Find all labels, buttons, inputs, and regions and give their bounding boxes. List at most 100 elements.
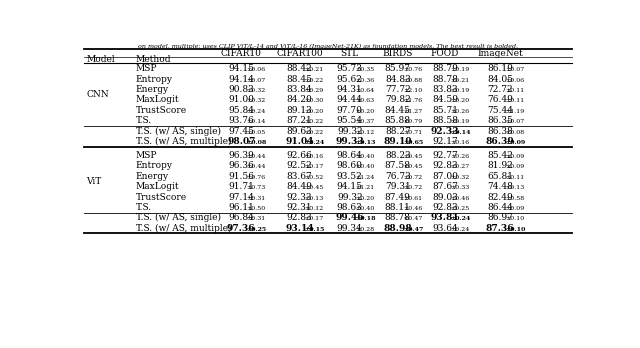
Text: 99.33: 99.33 <box>335 137 364 146</box>
Text: ±0.08: ±0.08 <box>246 140 267 145</box>
Text: ±0.09: ±0.09 <box>505 154 524 159</box>
Text: ±0.22: ±0.22 <box>305 78 324 82</box>
Text: TrustScore: TrustScore <box>136 106 187 115</box>
Text: 75.44: 75.44 <box>487 106 513 115</box>
Text: 92.17: 92.17 <box>432 137 458 146</box>
Text: 86.44: 86.44 <box>487 203 513 212</box>
Text: ±0.16: ±0.16 <box>305 154 324 159</box>
Text: 89.13: 89.13 <box>287 106 312 115</box>
Text: ±0.09: ±0.09 <box>505 164 524 169</box>
Text: ±0.06: ±0.06 <box>246 67 266 72</box>
Text: ±0.24: ±0.24 <box>450 216 470 221</box>
Text: 89.63: 89.63 <box>287 127 312 136</box>
Text: ±0.19: ±0.19 <box>450 119 470 124</box>
Text: ±1.19: ±1.19 <box>505 109 524 114</box>
Text: ±0.61: ±0.61 <box>403 196 422 200</box>
Text: MaxLogit: MaxLogit <box>136 182 179 191</box>
Text: 94.15: 94.15 <box>337 182 363 191</box>
Text: 90.83: 90.83 <box>228 85 254 94</box>
Text: ±0.47: ±0.47 <box>403 216 422 221</box>
Text: 87.67: 87.67 <box>432 182 458 191</box>
Text: Model: Model <box>86 55 115 64</box>
Text: 94.15: 94.15 <box>228 64 254 73</box>
Text: T.S. (w/ AS, single): T.S. (w/ AS, single) <box>136 213 221 222</box>
Text: ±1.76: ±1.76 <box>403 98 422 103</box>
Text: 95.62: 95.62 <box>337 74 363 84</box>
Text: 93.76: 93.76 <box>228 116 254 125</box>
Text: 99.32: 99.32 <box>337 192 362 201</box>
Text: ±0.24: ±0.24 <box>305 140 324 145</box>
Text: ±1.21: ±1.21 <box>355 185 374 190</box>
Text: 88.78: 88.78 <box>385 213 411 222</box>
Text: 96.84: 96.84 <box>228 213 254 222</box>
Text: 91.56: 91.56 <box>228 172 254 181</box>
Text: ±0.24: ±0.24 <box>246 109 266 114</box>
Text: BIRDS: BIRDS <box>383 49 413 58</box>
Text: ±0.33: ±0.33 <box>450 185 470 190</box>
Text: ±0.46: ±0.46 <box>450 196 470 200</box>
Text: ±0.47: ±0.47 <box>403 227 423 232</box>
Text: 92.66: 92.66 <box>287 151 312 160</box>
Text: ±0.40: ±0.40 <box>355 164 374 169</box>
Text: 85.88: 85.88 <box>385 116 411 125</box>
Text: STL: STL <box>340 49 359 58</box>
Text: ±0.19: ±0.19 <box>450 67 470 72</box>
Text: Entropy: Entropy <box>136 74 173 84</box>
Text: CIFAR10: CIFAR10 <box>221 49 262 58</box>
Text: CNN: CNN <box>86 90 109 99</box>
Text: ±0.21: ±0.21 <box>450 78 470 82</box>
Text: ±0.21: ±0.21 <box>305 67 324 72</box>
Text: T.S.: T.S. <box>136 203 152 212</box>
Text: 97.14: 97.14 <box>228 192 254 201</box>
Text: 99.34: 99.34 <box>337 224 363 233</box>
Text: ±0.11: ±0.11 <box>505 88 524 93</box>
Text: 86.39: 86.39 <box>486 137 515 146</box>
Text: 88.11: 88.11 <box>385 203 411 212</box>
Text: 88.42: 88.42 <box>287 64 312 73</box>
Text: 83.67: 83.67 <box>287 172 312 181</box>
Text: ±0.26: ±0.26 <box>450 109 469 114</box>
Text: 87.58: 87.58 <box>385 161 411 171</box>
Text: 88.45: 88.45 <box>286 74 312 84</box>
Text: ±0.79: ±0.79 <box>403 119 422 124</box>
Text: 92.83: 92.83 <box>432 203 458 212</box>
Text: 98.63: 98.63 <box>337 203 363 212</box>
Text: 91.71: 91.71 <box>228 182 254 191</box>
Text: FOOD: FOOD <box>431 49 460 58</box>
Text: ±0.45: ±0.45 <box>403 164 422 169</box>
Text: 94.14: 94.14 <box>228 74 254 84</box>
Text: 92.52: 92.52 <box>287 161 312 171</box>
Text: 93.81: 93.81 <box>431 213 460 222</box>
Text: 99.32: 99.32 <box>337 127 362 136</box>
Text: ±0.13: ±0.13 <box>305 196 324 200</box>
Text: ±0.76: ±0.76 <box>403 67 422 72</box>
Text: 84.45: 84.45 <box>385 106 411 115</box>
Text: 93.14: 93.14 <box>285 224 314 233</box>
Text: 88.27: 88.27 <box>385 127 411 136</box>
Text: ±0.32: ±0.32 <box>246 88 266 93</box>
Text: ±0.31: ±0.31 <box>246 196 266 200</box>
Text: ±0.88: ±0.88 <box>403 78 422 82</box>
Text: ±0.25: ±0.25 <box>450 206 470 211</box>
Text: ±0.36: ±0.36 <box>355 78 374 82</box>
Text: ViT: ViT <box>86 177 102 186</box>
Text: ±0.07: ±0.07 <box>505 67 524 72</box>
Text: 96.39: 96.39 <box>228 151 254 160</box>
Text: ±0.09: ±0.09 <box>505 140 525 145</box>
Text: ±1.27: ±1.27 <box>403 109 422 114</box>
Text: ±2.10: ±2.10 <box>403 88 422 93</box>
Text: ImageNet: ImageNet <box>477 49 523 58</box>
Text: ±0.32: ±0.32 <box>450 175 470 180</box>
Text: ±0.26: ±0.26 <box>450 154 469 159</box>
Text: 74.48: 74.48 <box>487 182 513 191</box>
Text: T.S.: T.S. <box>136 116 152 125</box>
Text: 84.49: 84.49 <box>286 182 312 191</box>
Text: 83.83: 83.83 <box>432 85 458 94</box>
Text: ±0.44: ±0.44 <box>246 164 266 169</box>
Text: Entropy: Entropy <box>136 161 173 171</box>
Text: 72.72: 72.72 <box>487 85 513 94</box>
Text: ±0.65: ±0.65 <box>403 140 423 145</box>
Text: 92.33: 92.33 <box>431 127 460 136</box>
Text: ±0.25: ±0.25 <box>246 227 266 232</box>
Text: ±0.28: ±0.28 <box>355 227 374 232</box>
